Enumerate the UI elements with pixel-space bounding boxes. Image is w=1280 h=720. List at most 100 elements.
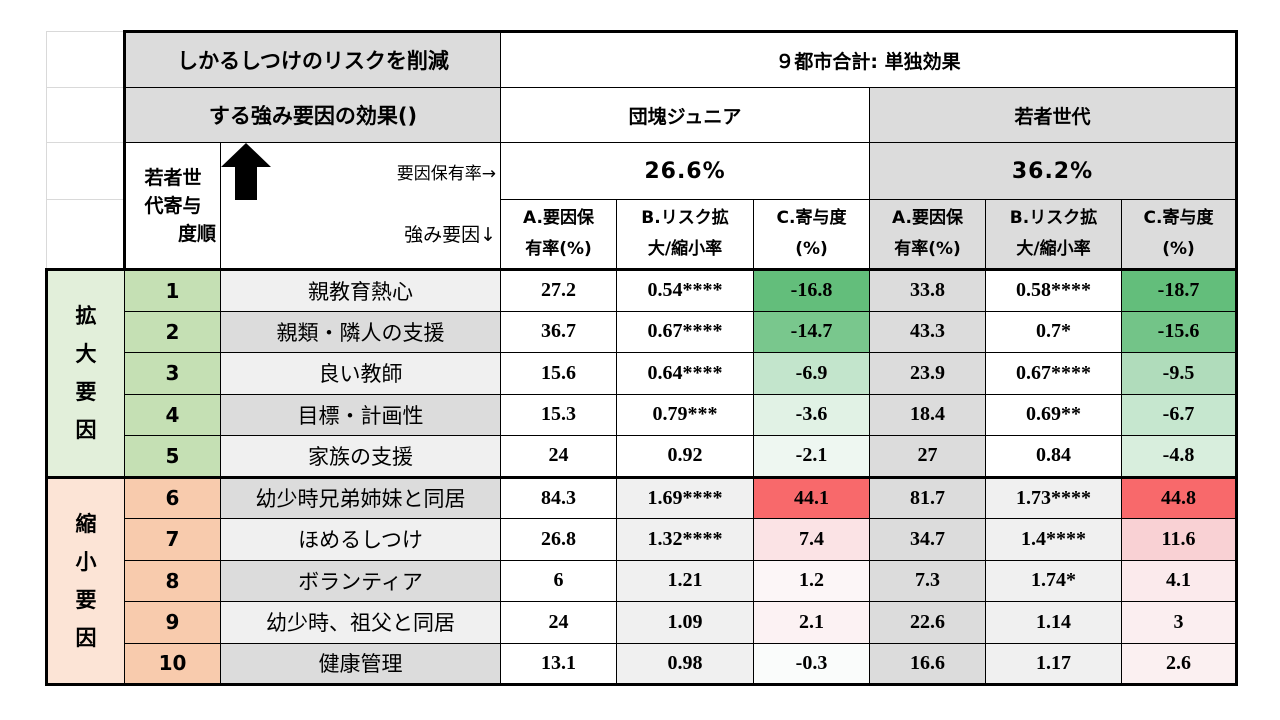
- table-row: 9 幼少時、祖父と同居 24 1.09 2.1 22.6 1.14 3: [47, 601, 1238, 644]
- blank-corner-4: [46, 199, 125, 271]
- value-b-young: 0.67****: [985, 352, 1122, 395]
- col-c-line2: (%): [795, 239, 828, 259]
- value-c-dankai: -6.9: [753, 352, 870, 395]
- table-title-line2: する強み要因の効果(): [123, 87, 501, 143]
- table-row: 5 家族の支援 24 0.92 -2.1 27 0.84 -4.8: [47, 435, 1238, 478]
- value-b-young: 1.73****: [985, 475, 1122, 519]
- factor-name: 目標・計画性: [220, 393, 501, 436]
- group-header-dankai-junior: 団塊ジュニア: [500, 87, 870, 143]
- value-a-young: 18.4: [869, 393, 986, 436]
- factor-name: 親類・隣人の支援: [220, 310, 501, 353]
- value-a-young: 7.3: [869, 559, 986, 602]
- side-label-char: 要: [75, 380, 97, 405]
- value-b-young: 1.74*: [985, 559, 1122, 602]
- value-c-young: 3: [1121, 601, 1238, 644]
- scope-header: ９都市合計: 単独効果: [500, 30, 1238, 88]
- value-a-young: 23.9: [869, 352, 986, 395]
- col-header-c-young: C.寄与度 (%): [1121, 199, 1238, 271]
- table-row: 2 親類・隣人の支援 36.7 0.67**** -14.7 43.3 0.7* -15.6: [47, 310, 1238, 353]
- value-c-young: -6.7: [1121, 393, 1238, 436]
- value-c-young: -15.6: [1121, 310, 1238, 353]
- value-c-dankai: 44.1: [753, 475, 870, 519]
- col-c-line2: (%): [1162, 239, 1195, 259]
- value-b-young: 0.69**: [985, 393, 1122, 436]
- value-c-dankai: -3.6: [753, 393, 870, 436]
- value-c-dankai: -14.7: [753, 310, 870, 353]
- value-c-dankai: 1.2: [753, 559, 870, 602]
- value-c-dankai: 7.4: [753, 518, 870, 561]
- col-a-line1: A.要因保: [523, 208, 594, 228]
- col-b-line2: 大/縮小率: [647, 239, 723, 259]
- factor-name: 幼少時、祖父と同居: [220, 601, 501, 644]
- side-label-shrink: 縮小要因: [45, 475, 125, 686]
- value-b-dankai: 1.32****: [616, 518, 754, 561]
- col-b-line1: B.リスク拡: [641, 208, 729, 228]
- factor-rate-label-cell: 要因保有率→: [220, 142, 501, 200]
- value-c-young: 2.6: [1121, 642, 1238, 686]
- value-b-dankai: 0.79***: [616, 393, 754, 436]
- col-c-line1: C.寄与度: [1143, 208, 1214, 228]
- value-b-young: 0.58****: [985, 269, 1122, 312]
- group-header-young: 若者世代: [869, 87, 1238, 143]
- value-c-young: 11.6: [1121, 518, 1238, 561]
- value-a-young: 16.6: [869, 642, 986, 686]
- value-a-young: 43.3: [869, 310, 986, 353]
- rank-header-line1: 若者世: [144, 166, 202, 189]
- value-a-young: 27: [869, 435, 986, 478]
- table-row: 縮小要因 6 幼少時兄弟姉妹と同居 84.3 1.69**** 44.1 81.7 1.73*…: [45, 475, 1238, 686]
- side-label-char: 大: [75, 342, 97, 367]
- factor-name: 良い教師: [220, 352, 501, 395]
- value-a-dankai: 84.3: [500, 475, 617, 519]
- value-c-dankai: -2.1: [753, 435, 870, 478]
- col-header-b-young: B.リスク拡 大/縮小率: [985, 199, 1122, 271]
- rank-cell: 8: [124, 559, 221, 602]
- rank-header-line3: 度順: [177, 222, 216, 245]
- value-a-dankai: 24: [500, 601, 617, 644]
- value-b-dankai: 0.92: [616, 435, 754, 478]
- side-label-char: 要: [75, 587, 97, 612]
- value-c-young: 44.8: [1121, 475, 1238, 519]
- value-b-young: 1.17: [985, 642, 1122, 686]
- table-row: 7 ほめるしつけ 26.8 1.32**** 7.4 34.7 1.4**** 11.6: [47, 518, 1238, 561]
- side-label-char: 因: [75, 418, 97, 443]
- value-a-dankai: 15.3: [500, 393, 617, 436]
- value-b-dankai: 1.69****: [616, 475, 754, 519]
- value-b-young: 1.14: [985, 601, 1122, 644]
- value-a-dankai: 15.6: [500, 352, 617, 395]
- value-a-dankai: 13.1: [500, 642, 617, 686]
- rate-young: 36.2%: [869, 142, 1238, 200]
- rank-cell: 3: [124, 352, 221, 395]
- value-c-young: -18.7: [1121, 269, 1238, 312]
- col-b-line2: 大/縮小率: [1016, 239, 1091, 259]
- factor-name: ほめるしつけ: [220, 518, 501, 561]
- blank-corner-3: [46, 142, 125, 200]
- table-row: 3 良い教師 15.6 0.64**** -6.9 23.9 0.67**** -9.5: [47, 352, 1238, 395]
- col-header-a-young: A.要因保 有率(%): [869, 199, 986, 271]
- value-b-dankai: 1.09: [616, 601, 754, 644]
- rate-dankai-junior: 26.6%: [500, 142, 870, 200]
- col-header-b-dankai: B.リスク拡 大/縮小率: [616, 199, 754, 271]
- value-a-dankai: 36.7: [500, 310, 617, 353]
- value-b-dankai: 0.67****: [616, 310, 754, 353]
- factor-name: 親教育熱心: [220, 269, 501, 312]
- rank-cell: 2: [124, 310, 221, 353]
- value-c-dankai: 2.1: [753, 601, 870, 644]
- col-c-line1: C.寄与度: [776, 208, 847, 228]
- rank-cell: 7: [124, 518, 221, 561]
- side-label-char: 因: [75, 625, 97, 650]
- value-c-young: -9.5: [1121, 352, 1238, 395]
- strength-label: 強み要因↓: [404, 224, 496, 247]
- value-c-young: 4.1: [1121, 559, 1238, 602]
- value-c-dankai: -0.3: [753, 642, 870, 686]
- data-rows: 拡大要因 1 親教育熱心 27.2 0.54**** -16.8 33.8 0.58**** -…: [45, 268, 1238, 686]
- side-label-char: 拡: [75, 304, 97, 329]
- factor-rate-label: 要因保有率→: [396, 163, 496, 184]
- rank-cell: 9: [124, 601, 221, 644]
- value-b-dankai: 0.64****: [616, 352, 754, 395]
- value-a-young: 33.8: [869, 269, 986, 312]
- results-table-container: しかるしつけのリスクを削減 ９都市合計: 単独効果 する強み要因の効果() 団塊…: [45, 30, 1238, 688]
- value-b-dankai: 0.54****: [616, 269, 754, 312]
- rank-cell: 4: [124, 393, 221, 436]
- value-a-dankai: 26.8: [500, 518, 617, 561]
- value-a-dankai: 6: [500, 559, 617, 602]
